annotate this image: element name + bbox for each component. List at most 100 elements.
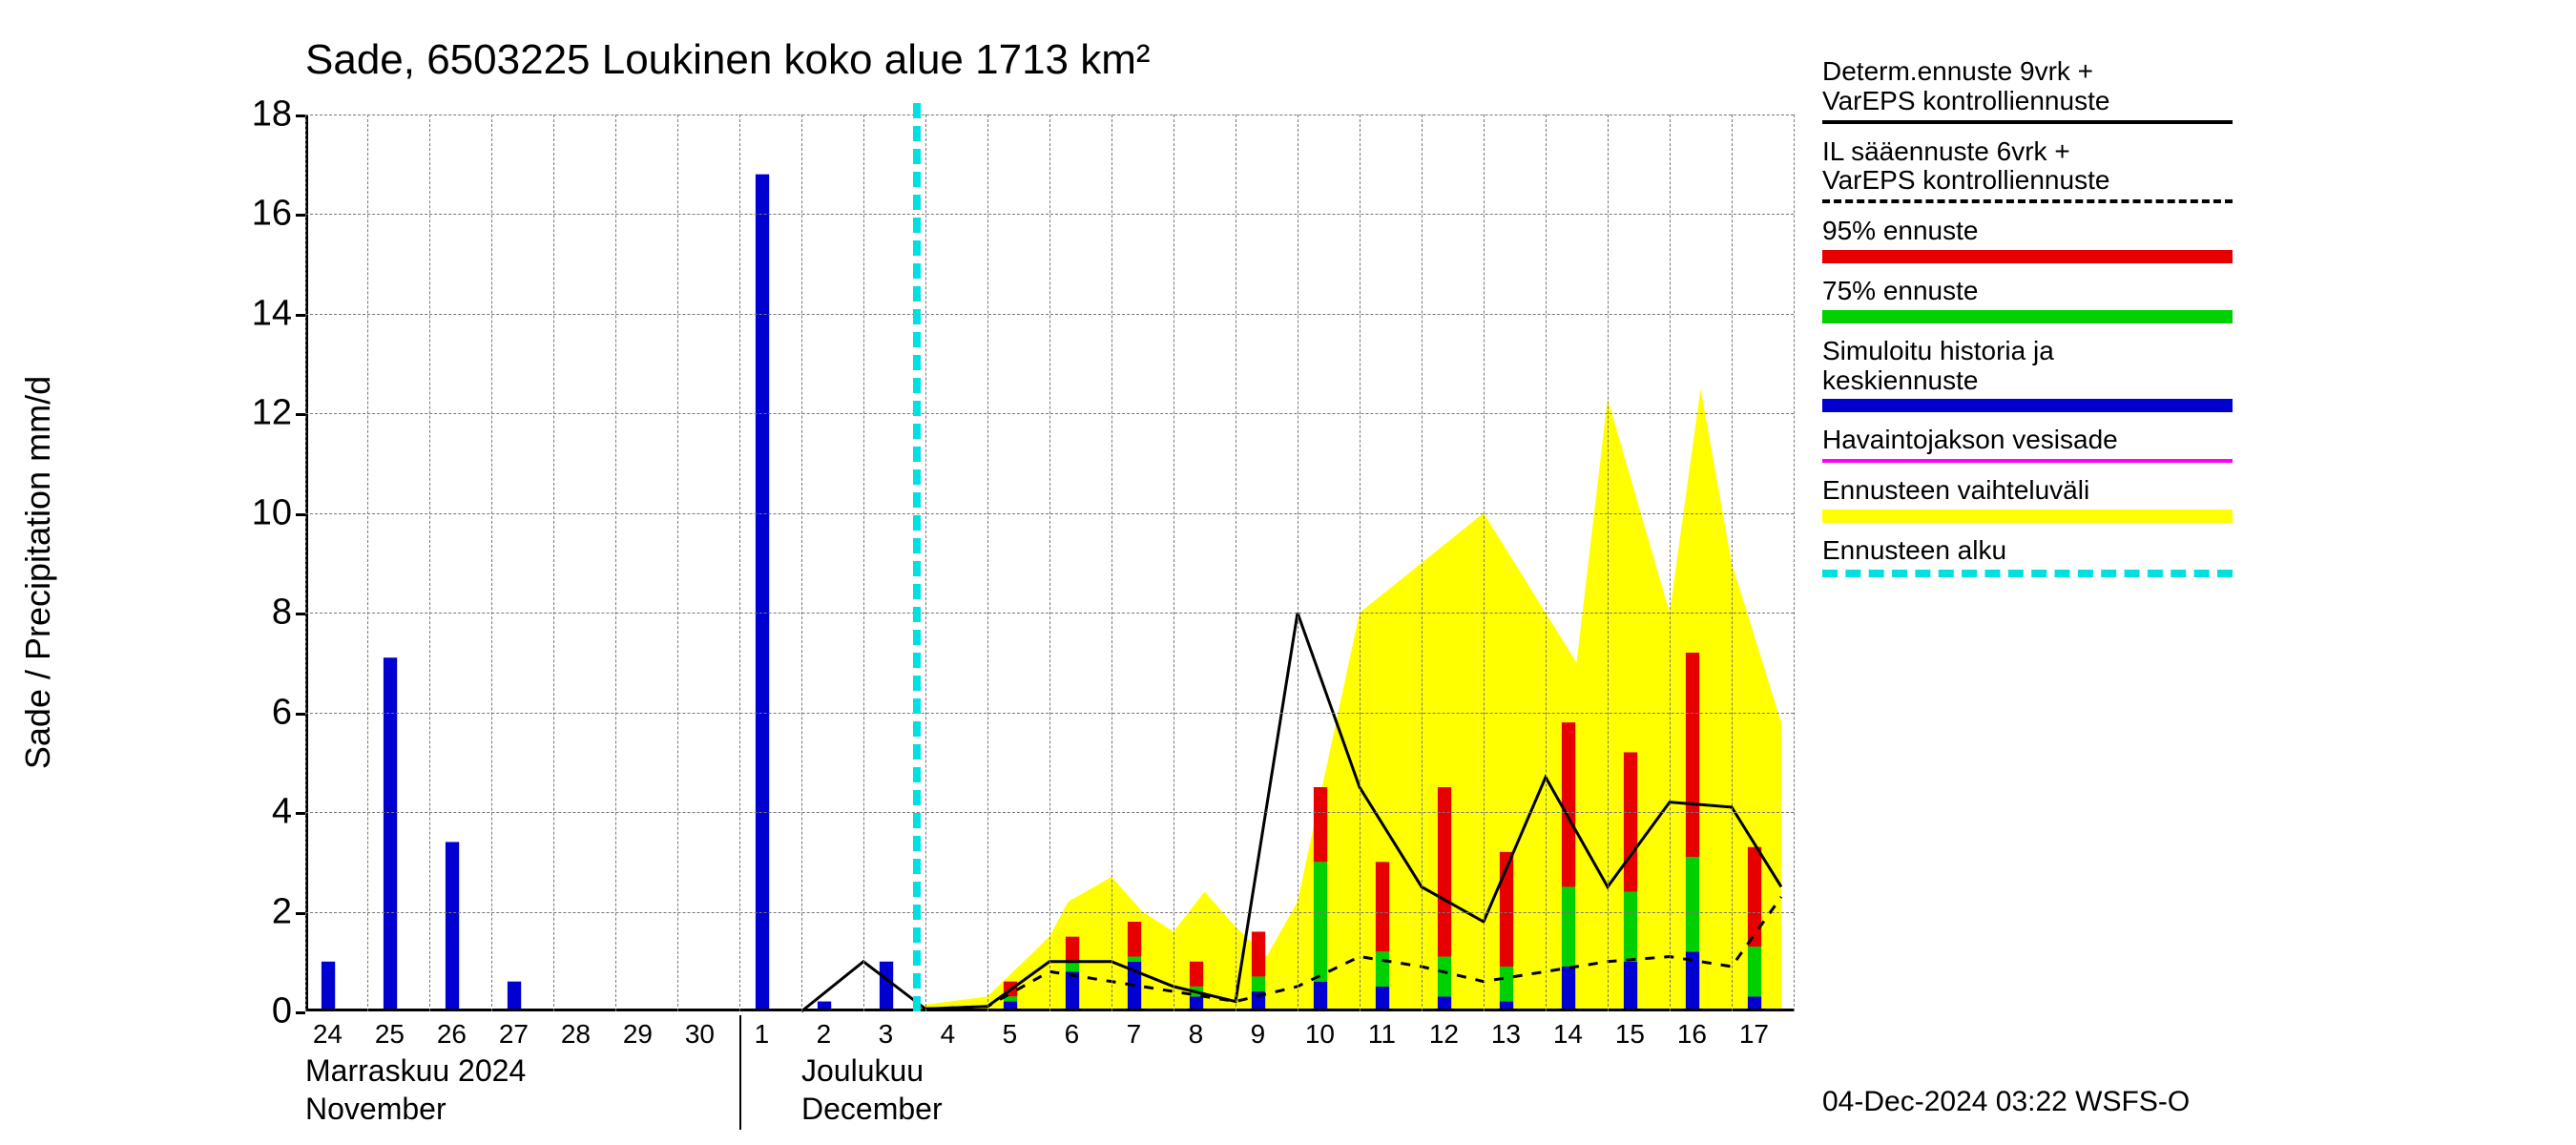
grid-line-v	[429, 114, 430, 1011]
x-tick-label: 28	[561, 1019, 591, 1050]
bar-green	[1314, 862, 1327, 981]
bar-red	[1624, 752, 1637, 891]
x-tick-label: 2	[817, 1019, 832, 1050]
y-tick-mark	[296, 214, 305, 217]
y-axis-label: Sade / Precipitation mm/d	[18, 376, 58, 769]
bar-green	[1438, 957, 1451, 997]
grid-line-v	[1546, 114, 1547, 1011]
bar-blue	[756, 175, 769, 1011]
grid-line-v	[863, 114, 864, 1011]
legend-swatch	[1822, 570, 2233, 577]
month-sub-primary: November	[305, 1092, 447, 1127]
grid-line-v	[1422, 114, 1423, 1011]
legend-swatch	[1822, 199, 2233, 203]
grid-line-v	[677, 114, 678, 1011]
bar-blue	[322, 962, 335, 1011]
grid-line-v	[367, 114, 368, 1011]
y-tick-mark	[296, 314, 305, 317]
grid-line-h	[305, 214, 1794, 215]
bar-green	[1128, 957, 1141, 962]
grid-line-v	[1360, 114, 1361, 1011]
grid-line-h	[305, 513, 1794, 514]
forecast-start-line	[913, 103, 921, 1011]
plot-area: 0246810121416182425262728293012345678910…	[305, 114, 1794, 1011]
legend-text: Havaintojakson vesisade	[1822, 426, 2233, 455]
bar-blue	[446, 842, 459, 1011]
bar-red	[1252, 931, 1265, 976]
legend-text: Determ.ennuste 9vrk +VarEPS kontrollienn…	[1822, 57, 2233, 116]
bar-blue	[880, 962, 893, 1011]
month-label-secondary: Joulukuu	[801, 1053, 924, 1089]
x-tick-label: 15	[1615, 1019, 1645, 1050]
x-tick-label: 24	[313, 1019, 343, 1050]
x-tick-label: 4	[941, 1019, 956, 1050]
legend-entry: Determ.ennuste 9vrk +VarEPS kontrollienn…	[1822, 57, 2233, 124]
bar-blue	[1376, 987, 1389, 1011]
legend-entry: Ennusteen alku	[1822, 536, 2233, 577]
grid-line-v	[739, 114, 740, 1011]
month-divider	[739, 1015, 741, 1130]
chart-title: Sade, 6503225 Loukinen koko alue 1713 km…	[305, 36, 1151, 84]
grid-line-v	[925, 114, 926, 1011]
bar-red	[1128, 922, 1141, 957]
grid-line-h	[305, 314, 1794, 315]
x-tick-label: 7	[1127, 1019, 1142, 1050]
grid-line-v	[987, 114, 988, 1011]
grid-line-v	[801, 114, 802, 1011]
y-tick-label: 12	[216, 393, 292, 434]
bar-green	[1252, 976, 1265, 991]
grid-line-v	[1049, 114, 1050, 1011]
y-tick-mark	[296, 613, 305, 615]
bar-red	[1686, 653, 1699, 857]
grid-line-v	[1670, 114, 1671, 1011]
bar-blue	[1190, 996, 1203, 1011]
x-tick-label: 30	[685, 1019, 715, 1050]
grid-line-h	[305, 114, 1794, 115]
x-tick-label: 26	[437, 1019, 467, 1050]
y-tick-label: 14	[216, 293, 292, 334]
legend-entry: 75% ennuste	[1822, 277, 2233, 323]
legend-text: Ennusteen alku	[1822, 536, 2233, 566]
bar-blue	[384, 657, 397, 1011]
x-tick-label: 10	[1305, 1019, 1335, 1050]
bar-green	[1500, 967, 1513, 1002]
legend-swatch	[1822, 250, 2233, 263]
y-tick-mark	[296, 812, 305, 815]
bar-red	[1376, 862, 1389, 951]
y-tick-mark	[296, 114, 305, 117]
bar-red	[1314, 787, 1327, 862]
x-tick-label: 1	[755, 1019, 770, 1050]
grid-line-v	[1732, 114, 1733, 1011]
grid-line-v	[491, 114, 492, 1011]
x-tick-label: 3	[879, 1019, 894, 1050]
y-tick-label: 16	[216, 194, 292, 235]
bar-green	[1376, 951, 1389, 987]
legend-text: 75% ennuste	[1822, 277, 2233, 306]
legend-swatch	[1822, 399, 2233, 412]
bar-green	[1748, 947, 1761, 996]
legend-entry: Ennusteen vaihteluväli	[1822, 476, 2233, 523]
bar-blue	[1438, 996, 1451, 1011]
y-tick-mark	[296, 1011, 305, 1014]
grid-line-v	[1484, 114, 1485, 1011]
bar-blue	[1624, 962, 1637, 1011]
grid-line-v	[1608, 114, 1609, 1011]
bar-blue	[508, 982, 521, 1011]
legend-text: 95% ennuste	[1822, 217, 2233, 246]
x-tick-label: 14	[1553, 1019, 1583, 1050]
legend-text: Ennusteen vaihteluväli	[1822, 476, 2233, 506]
bar-red	[1748, 847, 1761, 947]
bar-red	[1066, 937, 1079, 962]
y-tick-label: 0	[216, 991, 292, 1032]
grid-line-h	[305, 912, 1794, 913]
grid-line-v	[553, 114, 554, 1011]
grid-line-v	[1794, 114, 1795, 1011]
legend-entry: IL sääennuste 6vrk + VarEPS kontrollienn…	[1822, 137, 2233, 204]
y-tick-mark	[296, 912, 305, 915]
bar-blue	[1500, 1002, 1513, 1011]
bar-green	[1066, 962, 1079, 971]
legend-swatch	[1822, 459, 2233, 463]
bar-blue	[1066, 971, 1079, 1011]
legend-text: IL sääennuste 6vrk + VarEPS kontrollienn…	[1822, 137, 2233, 197]
bar-red	[1190, 962, 1203, 987]
